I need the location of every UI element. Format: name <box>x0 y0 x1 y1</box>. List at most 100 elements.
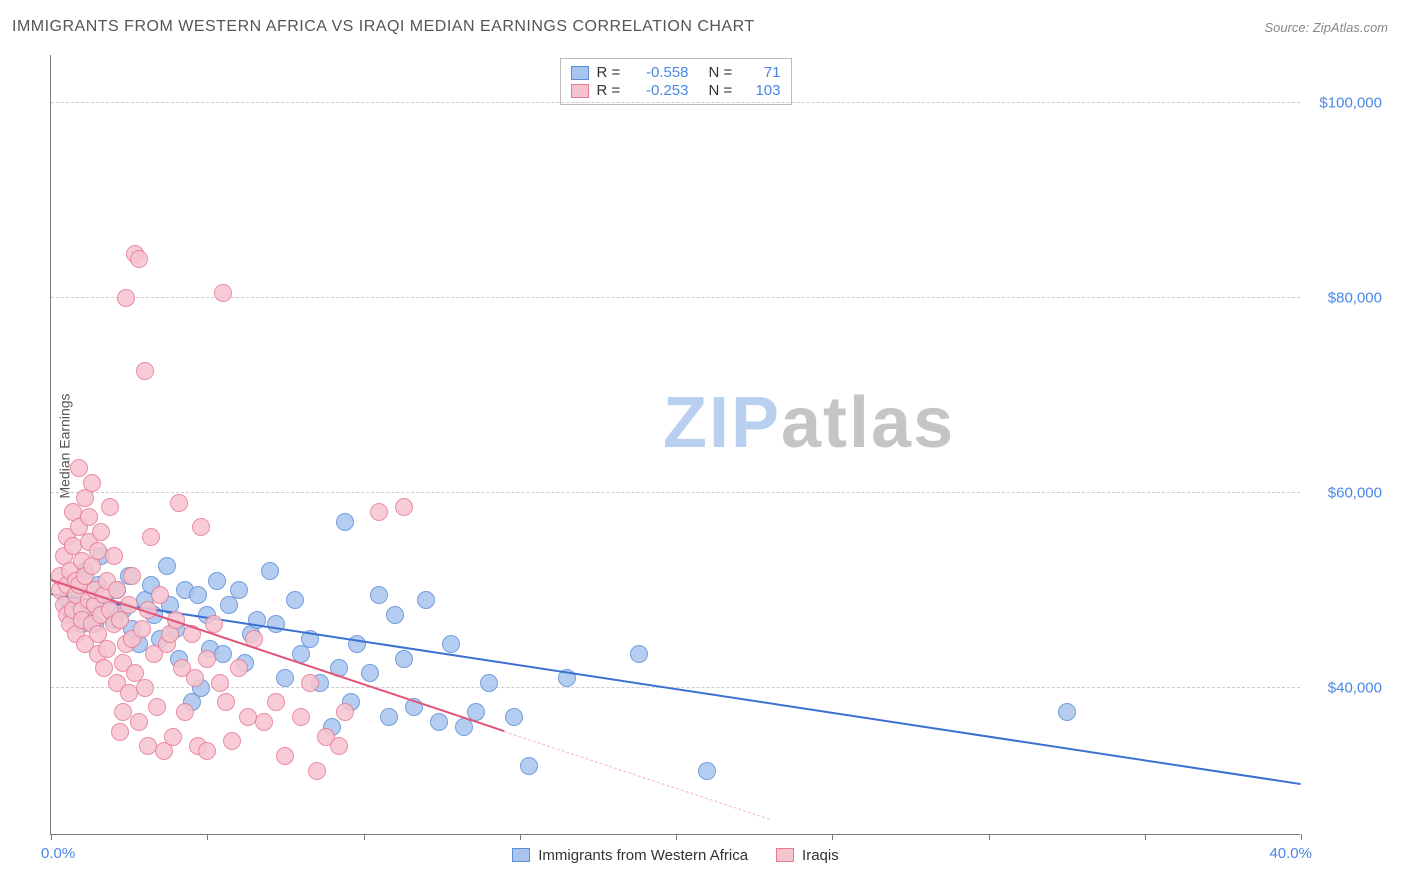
data-point <box>395 650 413 668</box>
data-point <box>164 728 182 746</box>
data-point <box>105 547 123 565</box>
data-point <box>211 674 229 692</box>
legend-swatch <box>571 84 589 98</box>
data-point <box>208 572 226 590</box>
legend-n-label: N = <box>709 82 739 99</box>
data-point <box>136 362 154 380</box>
data-point <box>630 645 648 663</box>
legend-r-value: -0.558 <box>635 64 689 81</box>
legend-swatch <box>776 848 794 862</box>
data-point <box>380 708 398 726</box>
data-point <box>98 640 116 658</box>
x-axis-label-min: 0.0% <box>41 845 75 862</box>
data-point <box>230 581 248 599</box>
data-point <box>386 606 404 624</box>
chart-container: IMMIGRANTS FROM WESTERN AFRICA VS IRAQI … <box>0 0 1406 892</box>
correlation-legend: R =-0.558N =71R =-0.253N =103 <box>560 58 792 105</box>
data-point <box>92 523 110 541</box>
data-point <box>192 518 210 536</box>
data-point <box>255 713 273 731</box>
legend-label: Immigrants from Western Africa <box>538 847 748 864</box>
data-point <box>214 284 232 302</box>
data-point <box>267 615 285 633</box>
data-point <box>336 513 354 531</box>
x-axis-label-max: 40.0% <box>1269 845 1312 862</box>
x-tick <box>1145 834 1146 840</box>
legend-label: Iraqis <box>802 847 839 864</box>
legend-item: Iraqis <box>776 847 839 864</box>
series-legend: Immigrants from Western Africa Iraqis <box>51 847 1300 867</box>
y-tick-label: $100,000 <box>1319 94 1382 111</box>
gridline <box>51 102 1300 103</box>
legend-swatch <box>571 66 589 80</box>
data-point <box>101 498 119 516</box>
data-point <box>348 635 366 653</box>
data-point <box>111 723 129 741</box>
legend-item: Immigrants from Western Africa <box>512 847 748 864</box>
data-point <box>214 645 232 663</box>
data-point <box>148 698 166 716</box>
data-point <box>286 591 304 609</box>
data-point <box>370 586 388 604</box>
data-point <box>1058 703 1076 721</box>
data-point <box>292 708 310 726</box>
legend-r-value: -0.253 <box>635 82 689 99</box>
x-tick <box>676 834 677 840</box>
data-point <box>83 474 101 492</box>
data-point <box>186 669 204 687</box>
data-point <box>176 703 194 721</box>
legend-n-value: 71 <box>747 64 781 81</box>
data-point <box>189 586 207 604</box>
data-point <box>123 567 141 585</box>
data-point <box>130 250 148 268</box>
data-point <box>198 650 216 668</box>
chart-title: IMMIGRANTS FROM WESTERN AFRICA VS IRAQI … <box>12 18 755 36</box>
data-point <box>480 674 498 692</box>
data-point <box>370 503 388 521</box>
data-point <box>151 586 169 604</box>
data-point <box>133 620 151 638</box>
data-point <box>158 557 176 575</box>
legend-r-label: R = <box>597 82 627 99</box>
data-point <box>130 713 148 731</box>
legend-row: R = -0.558 N = 71 <box>571 64 781 81</box>
gridline <box>51 297 1300 298</box>
y-tick-label: $40,000 <box>1328 679 1382 696</box>
data-point <box>520 757 538 775</box>
data-point <box>505 708 523 726</box>
data-point <box>336 703 354 721</box>
x-tick <box>989 834 990 840</box>
data-point <box>330 737 348 755</box>
legend-n-label: N = <box>709 64 739 81</box>
data-point <box>430 713 448 731</box>
watermark: ZIPatlas <box>663 382 955 464</box>
legend-r-label: R = <box>597 64 627 81</box>
data-point <box>136 679 154 697</box>
data-point <box>261 562 279 580</box>
data-point <box>230 659 248 677</box>
y-tick-label: $80,000 <box>1328 289 1382 306</box>
trend-line <box>51 593 1301 785</box>
data-point <box>698 762 716 780</box>
data-point <box>117 289 135 307</box>
data-point <box>417 591 435 609</box>
data-point <box>308 762 326 780</box>
data-point <box>170 494 188 512</box>
data-point <box>276 747 294 765</box>
trend-line <box>504 731 770 820</box>
data-point <box>198 742 216 760</box>
x-tick <box>51 834 52 840</box>
data-point <box>223 732 241 750</box>
data-point <box>276 669 294 687</box>
source-attribution: Source: ZipAtlas.com <box>1264 20 1388 35</box>
legend-swatch <box>512 848 530 862</box>
gridline <box>51 492 1300 493</box>
data-point <box>142 528 160 546</box>
plot-area: ZIPatlas R =-0.558N =71R =-0.253N =103 I… <box>50 55 1300 835</box>
data-point <box>395 498 413 516</box>
data-point <box>361 664 379 682</box>
x-tick <box>832 834 833 840</box>
y-tick-label: $60,000 <box>1328 484 1382 501</box>
data-point <box>442 635 460 653</box>
legend-row: R =-0.253N =103 <box>571 82 781 99</box>
